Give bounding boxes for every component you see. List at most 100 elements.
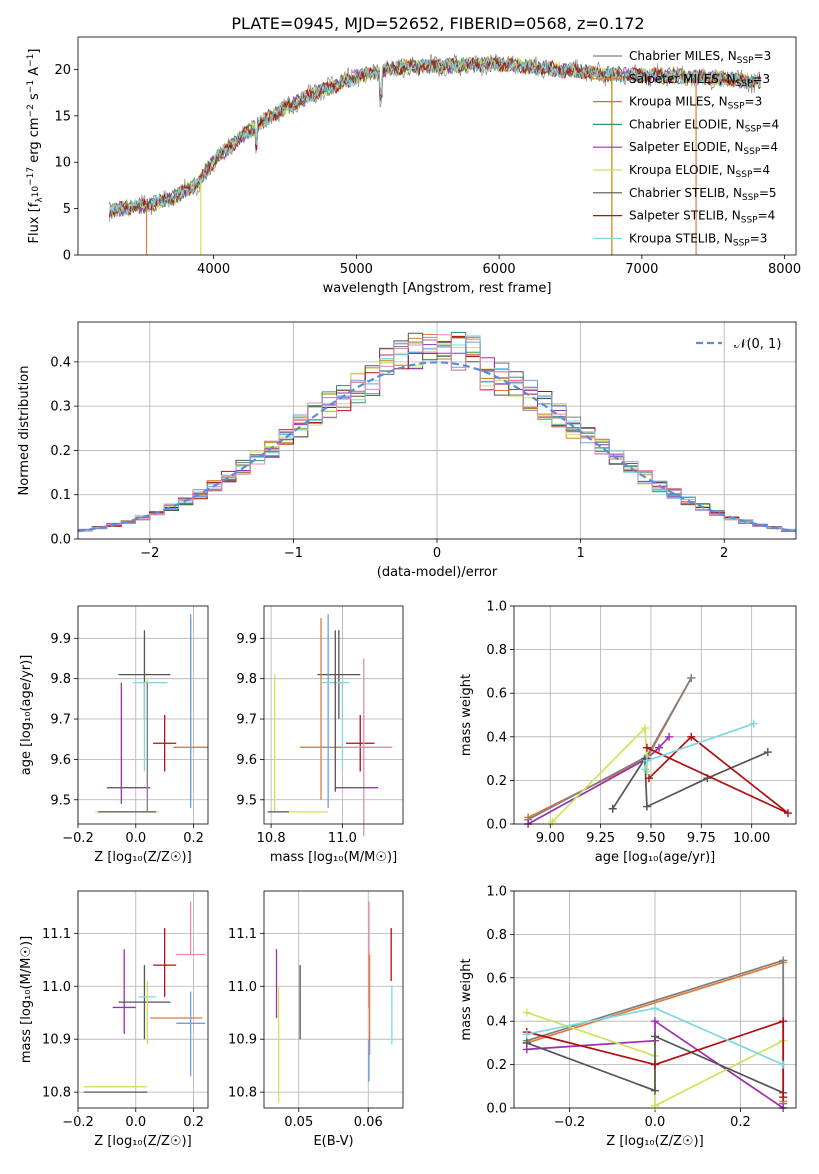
x-tick-label: 11.0 xyxy=(328,831,357,846)
y-tick-label: 10 xyxy=(54,156,71,171)
y-label-part: 10 xyxy=(31,186,41,198)
legend-entry: Kroupa ELODIE, NSSP=4 xyxy=(629,163,770,180)
legend-entry: Kroupa MILES, NSSP=3 xyxy=(629,95,762,112)
y-tick-label: 10.8 xyxy=(228,1086,257,1101)
y-tick-label: 11.1 xyxy=(42,927,71,942)
weight-series xyxy=(551,726,648,823)
legend-suffix: =4 xyxy=(761,117,779,131)
x-tick-label: −2 xyxy=(140,546,159,561)
y-tick-label: 0.1 xyxy=(50,488,71,503)
plus-marker xyxy=(779,1093,788,1102)
y-tick-label: 10.8 xyxy=(42,1086,71,1101)
y-tick-label: 11.0 xyxy=(228,980,257,995)
normal-curve xyxy=(77,361,797,533)
plus-marker xyxy=(779,956,788,965)
axes-mass_weight_vs_Z: −0.2 0.0 0.2 0.0 0.2 0.4 0.6 0.8 1.0 Z [log₁₀(Z/Z… xyxy=(459,885,796,1149)
plus-marker xyxy=(651,1101,659,1110)
y-tick-label: 0.2 xyxy=(486,1058,507,1073)
legend-sub: SSP xyxy=(733,238,750,248)
legend-sub: SSP xyxy=(742,193,759,203)
y-tick-label: 0.0 xyxy=(486,818,507,833)
y-tick-label: 9.5 xyxy=(50,793,71,808)
errorbar-point xyxy=(176,991,206,1077)
legend-suffix: =4 xyxy=(752,163,770,177)
y-tick-label: 10.9 xyxy=(228,1033,257,1048)
y-tick-label: 9.8 xyxy=(236,672,257,687)
errorbar-point xyxy=(112,949,136,1034)
plus-marker xyxy=(642,756,651,765)
legend-label: Kroupa STELIB, N xyxy=(629,231,733,245)
legend-entry: Chabrier MILES, NSSP=3 xyxy=(629,49,771,66)
gridlines xyxy=(264,606,403,824)
spectrum-series xyxy=(108,57,761,218)
y-tick-label: 0.3 xyxy=(50,400,71,415)
y-tick-label: 0.0 xyxy=(486,1102,507,1117)
legend-label: Chabrier STELIB, N xyxy=(629,186,742,200)
plus-marker xyxy=(651,1017,659,1026)
errorbars-mass_vs_ebv xyxy=(275,901,393,1103)
axes-mass_vs_Z: −0.2 0.0 0.2 10.8 10.9 11.0 11.1 Z [log₁₀(Z/Z☉)… xyxy=(19,891,208,1149)
legend-suffix: =3 xyxy=(752,72,770,86)
errorbars-age_vs_mass xyxy=(267,614,393,837)
legend-entry: Salpeter STELIB, NSSP=4 xyxy=(629,209,775,226)
plus-marker xyxy=(640,724,649,733)
x-tick-label: −1 xyxy=(284,546,303,561)
plus-marker xyxy=(640,765,649,774)
plus-marker xyxy=(651,1060,659,1069)
axes-age_vs_mass: 10.8 11.0 9.5 9.6 9.7 9.8 9.9 mass [log₁₀(M/M☉)… xyxy=(236,606,403,865)
legend-entry: Salpeter ELODIE, NSSP=4 xyxy=(629,140,778,157)
y-tick-label: 11.0 xyxy=(42,980,71,995)
gridlines xyxy=(77,891,208,1108)
y-tick-label: 15 xyxy=(54,109,71,124)
weight-series xyxy=(646,735,789,814)
x-tick-label: 4000 xyxy=(197,262,230,277)
x-tick-label: 8000 xyxy=(768,262,801,277)
weight-series xyxy=(527,736,670,825)
y-tick-label: 5 xyxy=(63,202,71,217)
plus-marker xyxy=(651,1032,659,1041)
legend-sub: SSP xyxy=(745,124,762,134)
x-tick-label: 5000 xyxy=(340,262,373,277)
mass_weight_vs_Z-frame xyxy=(513,890,797,1109)
y-axis-label: Normed distribution xyxy=(17,366,32,496)
plus-marker xyxy=(749,719,758,728)
x-axis-label: wavelength [Angstrom, rest frame] xyxy=(323,281,552,296)
y-tick-label: 0.0 xyxy=(50,533,71,548)
age_vs_Z-frame xyxy=(77,605,209,825)
x-tick-label: 0.0 xyxy=(125,831,146,846)
plus-marker xyxy=(687,673,696,682)
legend-label: Salpeter STELIB, N xyxy=(629,209,741,223)
errorbar-point xyxy=(176,901,206,956)
y-label-part: ] xyxy=(27,49,42,54)
normal-legend-label: 𝒩(0, 1) xyxy=(734,337,781,352)
errorbars-age_vs_Z xyxy=(95,614,208,813)
errorbar-point xyxy=(153,715,177,772)
y-tick-label: 9.6 xyxy=(50,753,71,768)
plus-marker xyxy=(779,1017,788,1026)
y-axis-label: mass [log₁₀(M/M☉)] xyxy=(19,936,34,1063)
x-axis-label: mass [log₁₀(M/M☉)] xyxy=(270,850,397,865)
legend-entry: Chabrier ELODIE, NSSP=4 xyxy=(629,117,779,134)
legend-sub: SSP xyxy=(736,170,753,180)
x-tick-label: 0.06 xyxy=(354,1115,383,1130)
age_vs_mass-frame xyxy=(263,605,404,825)
gridlines xyxy=(77,606,208,824)
y-tick-label: 1.0 xyxy=(486,885,507,900)
mass_vs_ebv-frame xyxy=(263,890,404,1109)
x-tick-label: 0.0 xyxy=(645,1115,666,1130)
spectrum-lines xyxy=(108,53,761,255)
y-tick-label: 9.7 xyxy=(236,713,257,728)
axes-age_vs_Z: −0.2 0.0 0.2 9.5 9.6 9.7 9.8 9.9 Z [log₁₀(Z/Z☉)]… xyxy=(19,606,208,865)
x-axis-label: Z [log₁₀(Z/Z☉)] xyxy=(94,850,191,865)
y-tick-label: 9.7 xyxy=(50,713,71,728)
legend-sub: SSP xyxy=(741,216,758,226)
y-axis-label: Flux [fλ10−17 erg cm−2 s−1 A−1] xyxy=(26,49,45,244)
errorbar-point xyxy=(299,618,343,800)
plus-marker xyxy=(642,743,651,752)
x-tick-label: 9.00 xyxy=(536,831,565,846)
legend-sub: SSP xyxy=(736,79,753,89)
y-tick-label: 9.5 xyxy=(236,793,257,808)
x-tick-label: −0.2 xyxy=(62,1115,94,1130)
